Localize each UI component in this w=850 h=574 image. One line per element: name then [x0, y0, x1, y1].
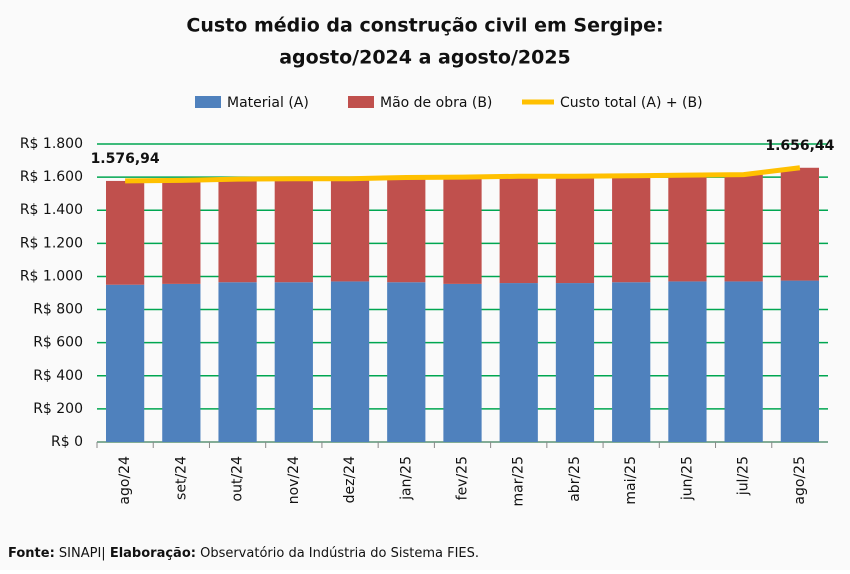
bar	[724, 281, 763, 442]
x-tick-label: jun/25	[679, 456, 695, 501]
x-tick-label: jan/25	[398, 456, 414, 501]
y-tick-label: R$ 800	[33, 302, 83, 318]
x-tick-label: nov/24	[286, 456, 302, 504]
bar	[443, 177, 482, 284]
bar	[780, 167, 820, 281]
x-tick-label: out/24	[230, 456, 246, 502]
x-tick-label: set/24	[173, 456, 189, 500]
data-label: 1.656,44	[765, 138, 834, 154]
bar	[668, 175, 707, 282]
bar	[162, 180, 201, 284]
bar	[499, 283, 538, 442]
y-tick-label: R$ 0	[51, 434, 83, 450]
bar	[443, 283, 482, 442]
x-tick-label: ago/25	[792, 456, 808, 505]
y-tick-label: R$ 1.600	[20, 169, 83, 185]
x-tick-label: ago/24	[117, 456, 133, 505]
bar	[668, 281, 707, 442]
legend-swatch	[348, 96, 374, 108]
chart-title: Custo médio da construção civil em Sergi…	[186, 15, 663, 37]
y-tick-label: R$ 400	[33, 368, 83, 384]
legend-label: Mão de obra (B)	[380, 95, 492, 111]
x-tick-label: mai/25	[623, 456, 639, 505]
bar	[330, 281, 370, 442]
bar	[105, 180, 145, 285]
x-tick-label: mar/25	[511, 456, 527, 507]
bar	[218, 282, 257, 442]
source-text: SINAPI|	[55, 546, 110, 561]
bar	[555, 176, 595, 284]
source-label: Elaboração:	[110, 546, 196, 561]
bar	[724, 174, 763, 282]
x-tick-label: dez/24	[342, 456, 358, 503]
legend-swatch	[195, 96, 221, 108]
chart-title: agosto/2024 a agosto/2025	[279, 47, 571, 69]
bar	[612, 282, 651, 442]
line	[125, 165, 801, 184]
x-tick-label: jul/25	[736, 456, 752, 496]
y-tick-label: R$ 1.400	[20, 202, 83, 218]
source-text: Observatório da Indústria do Sistema FIE…	[196, 546, 479, 561]
x-tick-label: abr/25	[567, 456, 583, 502]
y-tick-label: R$ 1.800	[20, 136, 83, 152]
legend-label: Material (A)	[227, 95, 309, 111]
bar	[555, 283, 595, 442]
bar	[780, 280, 820, 442]
bar	[162, 283, 201, 442]
legend-label: Custo total (A) + (B)	[560, 95, 703, 111]
y-tick-label: R$ 1.200	[20, 235, 83, 251]
y-tick-label: R$ 600	[33, 335, 83, 351]
bar	[612, 175, 651, 283]
bar	[274, 178, 313, 283]
bar	[218, 179, 257, 283]
y-tick-label: R$ 200	[33, 401, 83, 417]
bar	[274, 282, 313, 442]
bar	[387, 282, 426, 442]
bar	[330, 178, 370, 282]
data-label: 1.576,94	[91, 151, 160, 167]
y-tick-label: R$ 1.000	[20, 268, 83, 284]
source: Fonte: SINAPI| Elaboração: Observatório …	[8, 546, 479, 561]
bar	[387, 177, 426, 283]
bar	[105, 284, 145, 442]
bar	[499, 176, 538, 284]
x-tick-label: fev/25	[455, 456, 471, 500]
source-label: Fonte:	[8, 546, 55, 561]
